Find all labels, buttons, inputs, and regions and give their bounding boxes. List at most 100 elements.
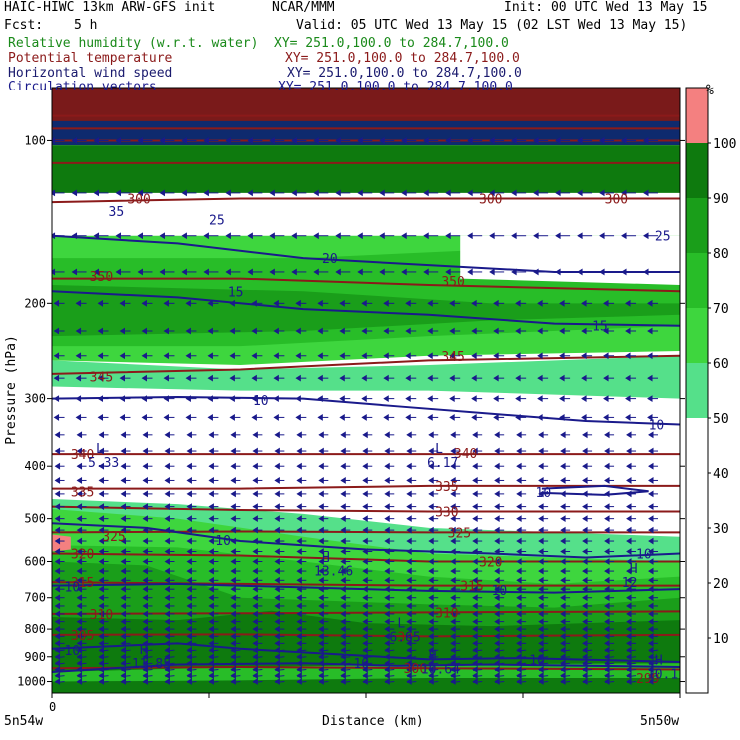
vector-head — [626, 537, 632, 545]
vector-head — [339, 374, 345, 382]
vector-head — [98, 567, 105, 575]
vector-head — [252, 567, 258, 575]
vector-head — [582, 515, 588, 523]
vector-head — [120, 659, 126, 667]
vector-head — [76, 666, 83, 673]
vector-head — [76, 639, 83, 647]
theta-label: 299 — [636, 672, 659, 687]
vector-head — [494, 567, 500, 575]
vector-head — [274, 594, 280, 602]
vector-head — [142, 659, 148, 667]
vector-head — [274, 477, 280, 484]
vector-head — [186, 610, 192, 618]
theta-label: 345 — [441, 350, 464, 365]
vector-head — [296, 653, 302, 661]
vector-head — [362, 515, 368, 523]
vector-head — [164, 653, 170, 661]
vector-head — [384, 602, 390, 610]
vector-head — [120, 678, 126, 685]
vector-head — [318, 666, 324, 673]
vector-head — [494, 602, 500, 610]
vector-head — [494, 477, 500, 484]
vector-head — [494, 646, 500, 654]
vector-head — [648, 477, 654, 484]
vector-head — [362, 632, 368, 640]
vector-head — [582, 447, 588, 455]
vector-head — [383, 374, 389, 382]
vector-head — [142, 632, 148, 640]
vector-head — [516, 515, 522, 523]
vector-head — [54, 618, 61, 626]
vector-head — [274, 666, 280, 673]
vector-head — [560, 548, 566, 555]
vector-head — [225, 189, 231, 197]
theta-contour — [52, 581, 680, 587]
x-axis-label: Distance (km) — [322, 714, 424, 729]
vector-head — [648, 678, 654, 685]
vector-head — [252, 490, 258, 498]
vector-head — [384, 666, 390, 673]
vector-head — [317, 395, 323, 403]
vector-head — [230, 503, 236, 510]
vector-head — [318, 594, 324, 602]
vector-head — [577, 232, 583, 240]
vector-head — [76, 477, 83, 484]
vector-head — [494, 639, 500, 647]
vector-head — [98, 537, 105, 545]
vector-head — [76, 602, 83, 610]
theta-label: 335 — [435, 480, 458, 495]
vector-head — [582, 666, 588, 673]
colorbar-segment — [686, 253, 708, 308]
vector-head — [379, 137, 385, 144]
theta-label: 325 — [102, 530, 125, 545]
vector-head — [207, 327, 213, 335]
vector-head — [538, 526, 544, 534]
vector-head — [76, 585, 83, 593]
vector-head — [648, 602, 654, 610]
vector-head — [207, 352, 213, 360]
vector-head — [164, 610, 170, 618]
vector-head — [274, 646, 280, 654]
vector-head — [538, 625, 544, 633]
vector-head — [98, 639, 105, 647]
vector-head — [141, 299, 147, 307]
vector-head — [208, 558, 214, 565]
vector-head — [208, 585, 214, 593]
vector-head — [339, 395, 345, 403]
vector-head — [625, 352, 631, 360]
vector-head — [186, 526, 192, 534]
vector-head — [515, 395, 521, 403]
vector-head — [621, 268, 627, 276]
vector-head — [164, 558, 170, 565]
vector-head — [626, 477, 632, 484]
vector-head — [582, 462, 588, 470]
vector-head — [252, 618, 258, 626]
vector-head — [560, 632, 566, 640]
vector-head — [581, 395, 587, 403]
vector-head — [75, 395, 82, 403]
vector-head — [208, 653, 214, 661]
vector-head — [384, 462, 390, 470]
vector-head — [406, 632, 412, 640]
vector-head — [428, 672, 434, 679]
vector-head — [603, 414, 609, 421]
vector-head — [318, 462, 324, 470]
vector-head — [120, 462, 126, 470]
colorbar-segment — [686, 583, 708, 638]
vector-head — [186, 639, 192, 647]
extremum-value: 6.65 — [389, 631, 420, 646]
vector-head — [274, 585, 280, 593]
vector-head — [120, 490, 126, 498]
valid-time: Valid: 05 UTC Wed 13 May 15 (02 LST Wed … — [296, 18, 688, 33]
vector-head — [120, 625, 126, 633]
vector-head — [604, 646, 610, 654]
vector-head — [538, 672, 544, 679]
x-endpoint-left: 5n54w — [4, 714, 43, 729]
vector-head — [76, 594, 83, 602]
forecast-value: 5 h — [74, 18, 98, 33]
vector-head — [626, 576, 632, 584]
vector-head — [252, 585, 258, 593]
vector-head — [274, 653, 280, 661]
vector-head — [164, 537, 170, 545]
vector-head — [207, 414, 213, 421]
